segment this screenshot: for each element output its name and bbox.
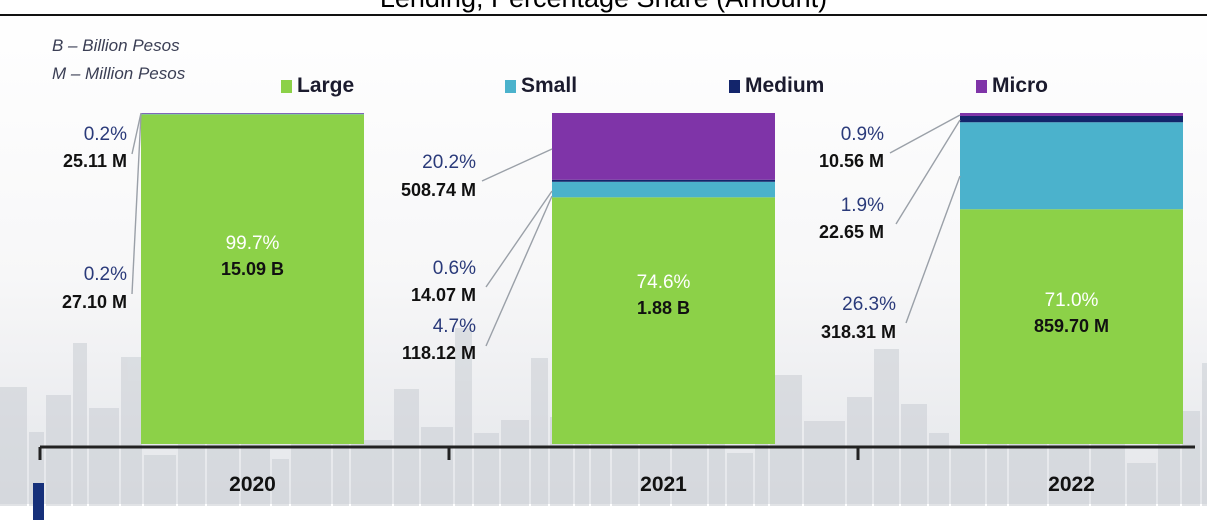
bar-segment-large-2021 [552,197,775,444]
legend-swatch-large [281,79,292,93]
title-strip: Lending, Percentage Share (Amount) [0,0,1207,14]
skyline-building [1202,363,1207,506]
callout-amount-small-2021: 118.12 M [402,343,476,363]
leader-line-small-2020 [131,113,142,295]
skyline-building [501,420,529,506]
bar-segment-small-2021 [552,181,775,198]
inside-amount-label-2020: 15.09 B [221,259,284,279]
legend-swatch-medium [729,79,740,93]
callout-amount-medium-2022: 22.65 M [819,222,884,242]
year-label-2022: 2022 [1048,473,1095,496]
bar-segment-medium-2021 [552,179,775,182]
callout-amount-micro-2020: 25.11 M [63,151,127,171]
skyline-building [951,448,985,506]
leader-line-micro-2021 [481,148,553,182]
leader-line-medium-2022 [895,119,961,225]
callout-amount-micro-2021: 508.74 M [401,180,476,200]
skyline-building [727,453,753,506]
leader-line-small-2022 [905,175,961,324]
skyline-building [89,408,119,506]
legend-swatch-small [505,79,516,93]
callout-pct-medium-2021: 0.6% [433,258,476,279]
skyline-building [455,328,472,506]
callout-pct-medium-2022: 1.9% [841,195,884,216]
year-label-2021: 2021 [640,473,687,496]
leader-line-small-2021 [485,195,553,347]
skyline-building [207,444,239,506]
skyline-building [474,433,499,506]
stacked-bar-chart: 99.7% 15.09 B 2020 74.6% 1.88 B 2021 71.0% 859.… [38,112,1195,496]
bar-segment-large-2022 [960,209,1183,444]
legend-label-small: Small [521,74,578,97]
skyline-building [272,459,289,506]
bar-segment-micro-2020 [141,113,364,114]
callout-amount-small-2022: 318.31 M [821,322,896,342]
bar-segment-micro-2022 [960,113,1183,116]
leader-line-micro-2022 [889,114,961,154]
skyline-building [929,433,949,506]
callout-pct-small-2022: 26.3% [842,294,896,315]
legend-label-micro: Micro [992,74,1049,97]
inside-pct-label-2021: 74.6% [637,272,691,293]
skyline-building [804,421,845,506]
legend-item-medium: Medium [729,74,824,98]
skyline-building [1182,411,1200,506]
units-note-billion: B – Billion Pesos [52,36,180,55]
legend-item-small: Small [505,74,577,98]
bar-segment-medium-2022 [960,115,1183,123]
skyline-building [1127,463,1156,506]
leader-line-medium-2021 [485,190,553,288]
callout-amount-medium-2021: 14.07 M [411,285,476,305]
callout-pct-micro-2020: 0.2% [84,124,127,145]
units-note-million: M – Million Pesos [52,64,186,83]
callout-pct-small-2020: 0.2% [84,264,127,285]
skyline-building [531,358,548,506]
legend-item-micro: Micro [976,74,1048,98]
inside-pct-label-2022: 71.0% [1045,290,1099,311]
skyline-building [874,349,899,506]
skyline-building [73,343,87,506]
skyline-building [46,395,71,506]
leader-line-micro-2020 [131,112,142,155]
legend-swatch-micro [976,79,987,93]
chart-panel: 99.7% 15.09 B 2020 74.6% 1.88 B 2021 71.0% 859.… [0,14,1207,520]
skyline-building [901,404,927,506]
skyline-building [709,435,725,506]
bar-segment-micro-2021 [552,113,775,180]
side-accent-mark [33,483,44,520]
inside-pct-label-2020: 99.7% [226,233,280,254]
year-label-2020: 2020 [229,473,276,496]
callout-amount-micro-2022: 10.56 M [819,151,884,171]
bar-segment-small-2022 [960,122,1183,210]
skyline-building [0,387,27,506]
bar-segment-large-2020 [141,114,364,444]
callout-pct-micro-2022: 0.9% [841,124,884,145]
skyline-building [351,440,392,506]
skyline-building [178,433,205,506]
legend-item-large: Large [281,74,354,98]
legend-label-medium: Medium [745,74,825,97]
chart-title: Lending, Percentage Share (Amount) [0,0,1207,14]
callout-pct-micro-2021: 20.2% [422,152,476,173]
inside-amount-label-2022: 859.70 M [1034,316,1109,336]
inside-amount-label-2021: 1.88 B [637,298,690,318]
skyline-building [612,433,638,506]
skyline-building [121,357,142,506]
skyline-building [770,375,802,506]
callout-pct-small-2021: 4.7% [433,316,476,337]
bar-segment-small-2020 [141,113,364,115]
skyline-building [144,455,176,506]
callout-amount-small-2020: 27.10 M [62,292,127,312]
skyline-building [421,427,453,506]
legend-label-large: Large [297,74,355,97]
